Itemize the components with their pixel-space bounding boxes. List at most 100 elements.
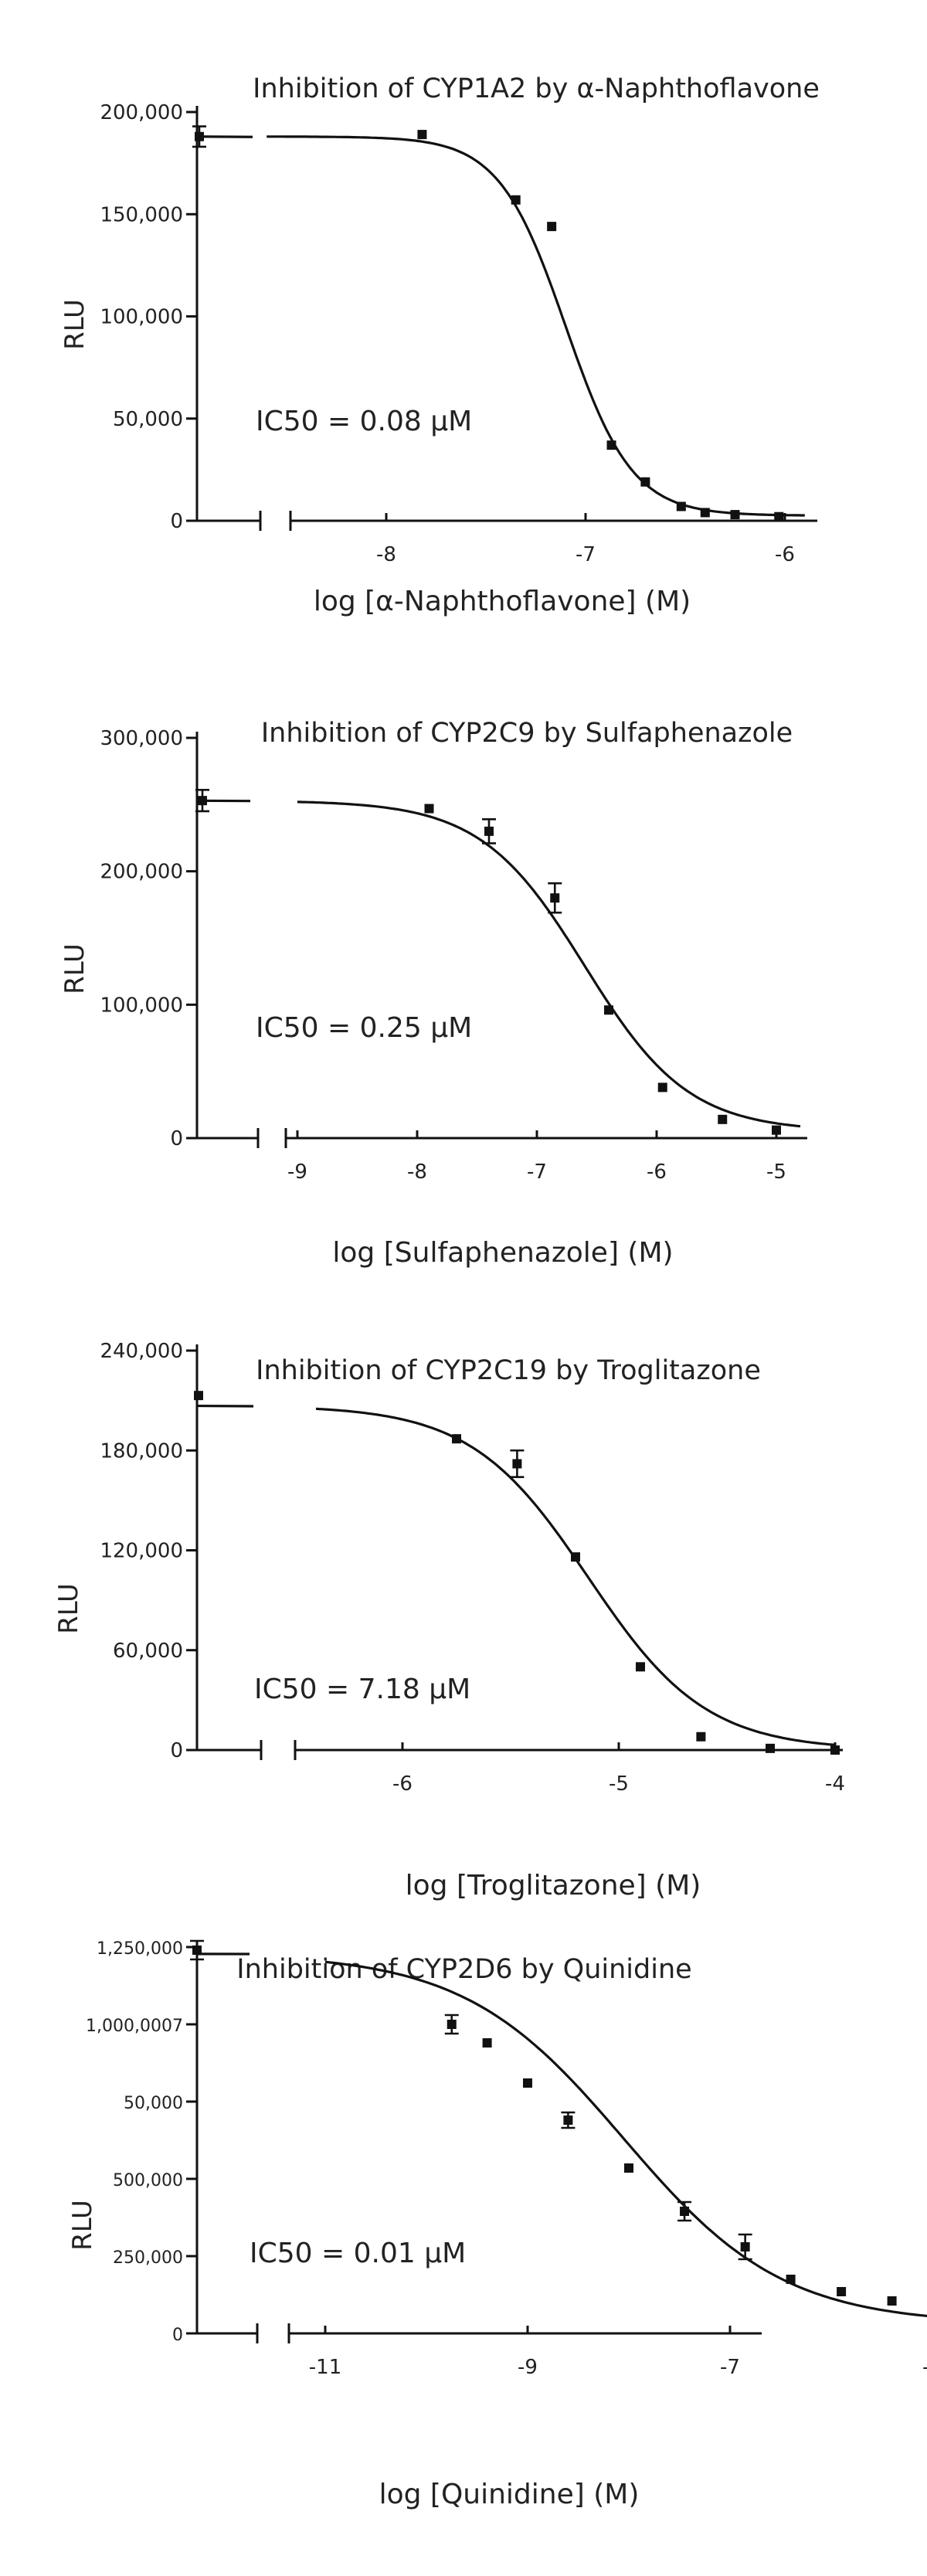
data-point (837, 2287, 847, 2296)
y-tick-label: 50,000 (113, 408, 183, 431)
chart-title: Inhibition of CYP2C9 by Sulfaphenazole (261, 718, 793, 749)
y-tick-label: 0 (170, 1739, 183, 1762)
data-point (198, 796, 207, 806)
x-tick-label: -7 (720, 2356, 740, 2379)
y-tick-label: 100,000 (100, 994, 183, 1017)
data-point (624, 2163, 633, 2173)
data-point (766, 1743, 775, 1753)
y-axis-label: RLU (53, 1583, 84, 1634)
y-tick-label: 100,000 (100, 306, 183, 329)
x-axis-label: log [Sulfaphenazole] (M) (332, 1237, 673, 1269)
ic50-annotation: IC50 = 7.18 μM (254, 1674, 470, 1705)
data-point (195, 131, 204, 141)
x-axis-label: log [Quinidine] (M) (379, 2479, 640, 2510)
fit-curve (324, 1960, 927, 2318)
fit-curve (297, 800, 801, 1128)
y-tick-label: 0 (172, 2326, 183, 2345)
y-tick-label: 120,000 (100, 1540, 183, 1563)
y-tick-label: 50,000 (124, 2094, 183, 2113)
data-point (512, 1459, 522, 1469)
data-point (774, 511, 784, 522)
y-tick-label: 250,000 (113, 2248, 183, 2268)
data-point (447, 2020, 457, 2029)
chart-title: Inhibition of CYP1A2 by α-Naphthoflavone (253, 73, 820, 104)
data-point (571, 1552, 580, 1562)
y-tick-label: 180,000 (100, 1439, 183, 1463)
ic50-annotation: IC50 = 0.08 μM (256, 406, 472, 437)
fit-curve (267, 135, 805, 517)
plot-area: 0 50,000 100,000 150,000 200,000 -8 -7 -6 (100, 101, 817, 566)
x-tick-label: -6 (392, 1772, 413, 1796)
chart-panel-cyp2c9: Inhibition of CYP2C9 by Sulfaphenazole R… (59, 718, 807, 1269)
chart-title: Inhibition of CYP2C19 by Troglitazone (256, 1355, 761, 1386)
x-axis-label: log [α-Naphthoflavone] (M) (314, 586, 691, 617)
chart-panel-cyp2d6: Inhibition of CYP2D6 by Quinidine RLU lo… (67, 1939, 927, 2510)
y-tick-label: 60,000 (113, 1640, 183, 1663)
chart-panel-cyp1a2: Inhibition of CYP1A2 by α-Naphthoflavone… (59, 73, 820, 617)
y-axis-label: RLU (59, 943, 90, 994)
data-point (604, 1005, 613, 1015)
y-tick-label: 240,000 (100, 1340, 183, 1363)
data-point (786, 2275, 796, 2284)
x-tick-label: -9 (287, 1161, 307, 1184)
x-tick-label: -5 (922, 2356, 927, 2379)
y-tick-label: 1,250,000 (97, 1939, 183, 1959)
x-tick-label: -7 (576, 543, 596, 566)
data-point (194, 1391, 203, 1401)
chart-panel-cyp2c19: Inhibition of CYP2C19 by Troglitazone RL… (53, 1340, 845, 1901)
data-point (452, 1434, 461, 1444)
data-point (676, 501, 686, 511)
data-point (680, 2207, 690, 2216)
data-point (547, 222, 557, 232)
data-point (550, 893, 560, 903)
y-tick-label: 0 (170, 510, 183, 533)
x-tick-label: -9 (518, 2356, 538, 2379)
data-point (424, 804, 434, 814)
data-point (523, 2078, 532, 2088)
y-tick-label: 150,000 (100, 203, 183, 226)
data-point (657, 1082, 667, 1093)
y-axis-label: RLU (67, 2200, 98, 2251)
x-tick-label: -5 (766, 1161, 786, 1184)
data-point (740, 2242, 750, 2251)
x-tick-label: -7 (527, 1161, 547, 1184)
chart-title: Inhibition of CYP2D6 by Quinidine (236, 1954, 691, 1985)
fit-curve-segment (196, 135, 253, 138)
data-point (417, 130, 427, 140)
data-point (606, 440, 616, 450)
y-tick-label: 1,000,0007 (86, 2017, 183, 2036)
ic50-annotation: IC50 = 0.25 μM (256, 1012, 472, 1044)
data-point (482, 2038, 492, 2048)
data-point (887, 2296, 897, 2306)
data-point (563, 2116, 573, 2125)
data-point (718, 1114, 728, 1124)
y-tick-label: 200,000 (100, 101, 183, 124)
plot-area: 0 250,000 500,000 50,000 1,000,0007 1,250,000… (86, 1939, 927, 2379)
data-point (696, 1731, 706, 1742)
plot-area: 0 60,000 120,000 180,000 240,000 -6 -5 -4 (100, 1340, 845, 1796)
y-tick-label: 300,000 (100, 727, 183, 750)
x-tick-label: -8 (407, 1161, 427, 1184)
ic50-annotation: IC50 = 0.01 μM (250, 2238, 466, 2269)
data-point (511, 195, 521, 205)
data-point (484, 826, 494, 836)
data-point (636, 1662, 645, 1672)
x-tick-label: -5 (609, 1772, 629, 1796)
x-tick-label: -11 (309, 2356, 341, 2379)
x-tick-label: -6 (647, 1161, 667, 1184)
y-tick-label: 200,000 (100, 861, 183, 884)
plot-area: 0 100,000 200,000 300,000 -9 -8 -7 -6 -5 (100, 727, 807, 1184)
x-tick-label: -6 (775, 543, 795, 566)
x-axis-label: log [Troglitazone] (M) (406, 1870, 701, 1901)
x-tick-label: -4 (825, 1772, 845, 1796)
x-tick-label: -8 (376, 543, 396, 566)
data-point (830, 1745, 840, 1755)
data-point (772, 1125, 781, 1135)
data-point (730, 510, 740, 520)
data-point (192, 1946, 202, 1955)
data-point (700, 508, 710, 518)
y-tick-label: 500,000 (113, 2171, 183, 2190)
y-tick-label: 0 (170, 1127, 183, 1150)
data-point (640, 477, 650, 487)
